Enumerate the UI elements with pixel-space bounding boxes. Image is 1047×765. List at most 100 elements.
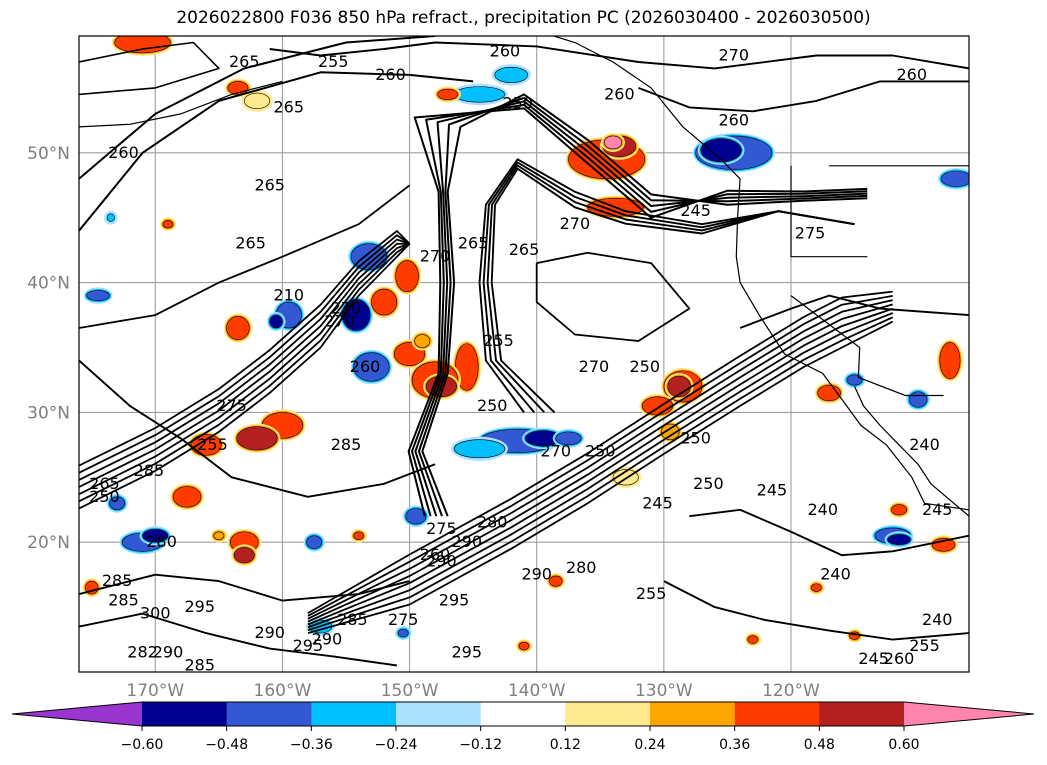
contour-label: 285 xyxy=(134,461,165,480)
contour-label: 240 xyxy=(808,500,839,519)
contour-label: 250 xyxy=(477,396,508,415)
precip-shade-core xyxy=(269,314,283,329)
chart-title: 2026022800 F036 850 hPa refract., precip… xyxy=(176,8,871,28)
colorbar-bin xyxy=(311,702,397,726)
contour-label: 300 xyxy=(140,604,171,623)
coastline-segment xyxy=(854,386,969,517)
precip-shade-core xyxy=(395,260,419,292)
colorbar-tick-label: 0.12 xyxy=(550,737,581,753)
precip-shade-core xyxy=(940,170,969,187)
lon-tick-label: 150°W xyxy=(381,681,439,700)
contour-label: 270 xyxy=(541,441,572,460)
precip-shade-core xyxy=(353,531,365,540)
contour-line xyxy=(307,312,894,629)
precip-shade-core xyxy=(939,342,961,379)
latitude-tick-labels: 20°N 30°N 40°N 50°N xyxy=(27,144,70,553)
colorbar-bin xyxy=(650,702,736,726)
precip-shade-core xyxy=(518,641,530,651)
contour-line xyxy=(79,242,411,503)
contour-line xyxy=(307,299,893,620)
precip-shade-core xyxy=(106,213,115,222)
colorbar-bin xyxy=(565,702,651,726)
contour-line xyxy=(486,164,855,414)
precip-shade-core xyxy=(549,575,563,587)
precip-shade-core xyxy=(190,434,222,456)
contour-label: 290 xyxy=(426,552,457,571)
contour-label: 260 xyxy=(420,545,451,564)
coastline-segment xyxy=(790,165,868,258)
precip-shade-core xyxy=(109,496,126,511)
contour-label: 240 xyxy=(922,610,953,629)
precip-shade-core xyxy=(114,36,171,54)
colorbar-tick-label: 0.60 xyxy=(888,737,919,753)
contour-label: 285 xyxy=(185,656,216,675)
contour-label: 290 xyxy=(254,623,285,642)
precip-shade-core xyxy=(612,469,639,486)
colorbar-tick-label: −0.60 xyxy=(121,737,164,753)
map-frame xyxy=(78,35,970,673)
contour-label: 275 xyxy=(426,519,457,538)
contour-line xyxy=(79,71,474,232)
colorbar-outline xyxy=(11,701,1035,727)
contour-label: 260 xyxy=(897,65,928,84)
contour-label: 265 xyxy=(274,97,305,116)
contour-label: 240 xyxy=(909,435,940,454)
colorbar-tick-label: −0.24 xyxy=(375,737,418,753)
contour-label: 250 xyxy=(630,357,661,376)
contour-line xyxy=(79,359,436,498)
contour-label: 250 xyxy=(680,428,711,447)
precip-shade-core xyxy=(811,583,822,592)
contour-label: 265 xyxy=(229,52,260,71)
contour-label: 295 xyxy=(452,643,483,662)
precip-shade-core xyxy=(453,86,506,103)
contour-line xyxy=(689,508,969,557)
precip-shade-core xyxy=(975,148,988,158)
contour-label: 290 xyxy=(521,565,552,584)
contour-label: 255 xyxy=(636,584,667,603)
lon-tick-label: 160°W xyxy=(254,681,312,700)
contour-line xyxy=(79,36,436,180)
colorbar-tick-label: 0.48 xyxy=(804,737,835,753)
colorbar-tick-label: 0.24 xyxy=(634,737,665,753)
colorbar-tick-label: −0.36 xyxy=(290,737,333,753)
contour-label: 270 xyxy=(719,45,750,64)
contour-label: 255 xyxy=(909,636,940,655)
lat-tick-label: 30°N xyxy=(27,403,70,423)
contour-line xyxy=(535,251,691,342)
contour-label: 260 xyxy=(375,65,406,84)
contour-label: 210 xyxy=(274,286,305,305)
precip-shade-halo xyxy=(972,145,991,161)
contour-line xyxy=(638,80,969,113)
precip-shade-core xyxy=(172,486,202,508)
precip-shade-core xyxy=(397,628,409,638)
colorbar-bin xyxy=(480,702,566,726)
colorbar-tick-label: −0.48 xyxy=(205,737,248,753)
lat-tick-label: 20°N xyxy=(27,533,70,553)
precip-shade-core xyxy=(555,431,582,446)
colorbar-bin xyxy=(226,702,312,726)
precip-shade-core xyxy=(453,439,506,459)
contour-label: 260 xyxy=(490,42,521,61)
colorbar-bin xyxy=(819,702,905,726)
contour-line xyxy=(307,320,894,634)
precip-shade-core xyxy=(887,534,911,546)
contour-label: 280 xyxy=(566,558,597,577)
precip-shade-core xyxy=(846,374,863,386)
contour-line xyxy=(79,573,410,602)
precip-shade-core xyxy=(437,88,459,100)
colorbar-extend-min xyxy=(12,702,142,726)
contour-label: 240 xyxy=(820,565,851,584)
precip-shade-core xyxy=(306,535,323,549)
contour-line xyxy=(79,243,411,510)
contour-label: 255 xyxy=(197,435,228,454)
precip-shade-core xyxy=(747,635,759,644)
contour-line xyxy=(307,316,894,632)
contour-line xyxy=(478,158,855,413)
precip-shade-core xyxy=(494,66,529,84)
contour-label: 260 xyxy=(108,143,139,162)
precip-shade-core xyxy=(353,352,390,382)
lon-tick-label: 170°W xyxy=(126,681,184,700)
precip-shade-core xyxy=(236,426,278,451)
colorbar-tick-labels: −0.60 −0.48 −0.36 −0.24 −0.12 0.12 0.24 0.36 0.4… xyxy=(121,726,920,753)
